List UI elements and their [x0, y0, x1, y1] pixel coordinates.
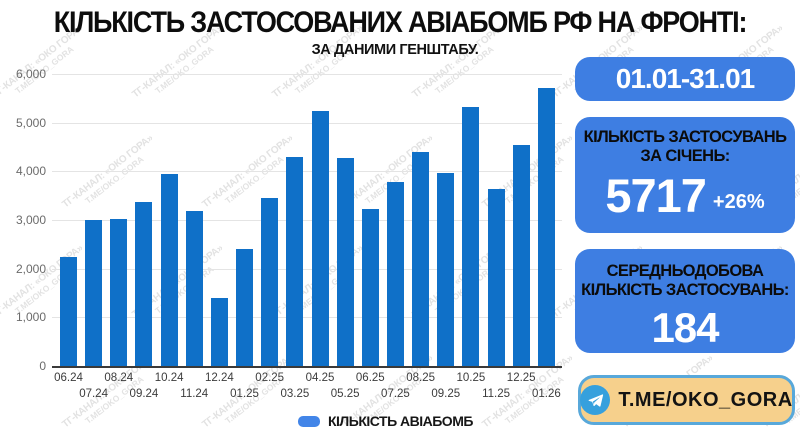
- legend-label: КІЛЬКІСТЬ АВІАБОМБ: [328, 413, 473, 429]
- month-total-heading: КІЛЬКІСТЬ ЗАСТОСУВАНЬ ЗА СІЧЕНЬ:: [583, 128, 787, 166]
- y-tick-label: 0: [39, 359, 46, 373]
- x-tick-label: 01.25: [230, 388, 259, 400]
- period-badge: 01.01-31.01: [575, 57, 795, 101]
- daily-average-card: СЕРЕДНЬОДОБОВА КІЛЬКІСТЬ ЗАСТОСУВАНЬ: 18…: [575, 249, 795, 353]
- x-tick-label: 03.25: [280, 388, 310, 400]
- bar-07.24: [85, 220, 103, 366]
- x-tick-label: 07.25: [381, 388, 410, 400]
- bar-09.24: [135, 202, 153, 366]
- gridline: [52, 74, 562, 75]
- y-tick-label: 6,000: [15, 67, 46, 81]
- bar-08.24: [110, 218, 128, 366]
- y-tick-label: 3,000: [15, 213, 46, 227]
- x-tick-label: 07.24: [79, 388, 109, 400]
- y-tick-label: 1,000: [15, 310, 46, 325]
- page-subtitle: ЗА ДАНИМИ ГЕНШТАБУ.: [311, 42, 479, 58]
- plot-area: [52, 74, 562, 368]
- bar-12.25: [512, 145, 530, 366]
- x-tick-label: 09.25: [431, 388, 461, 400]
- daily-average-heading: СЕРЕДНЬОДОБОВА КІЛЬКІСТЬ ЗАСТОСУВАНЬ:: [581, 262, 789, 300]
- x-tick-label: 06.25: [355, 372, 385, 384]
- x-tick-label: 06.24: [54, 372, 83, 384]
- telegram-button-label: T.ME/OKO_GORA: [618, 388, 793, 411]
- bar-12.24: [210, 297, 228, 366]
- bar-02.25: [261, 198, 279, 366]
- telegram-button[interactable]: T.ME/OKO_GORA: [578, 375, 795, 425]
- bar-06.25: [361, 209, 379, 366]
- x-tick-label: 08.24: [104, 372, 134, 384]
- x-tick-label: 01.26: [531, 388, 561, 400]
- chart-legend: КІЛЬКІСТЬ АВІАБОМБ: [298, 413, 473, 429]
- x-tick-label: 09.24: [129, 388, 159, 400]
- bar-01.26: [537, 87, 555, 366]
- x-tick-label: 11.25: [482, 388, 511, 400]
- gridline: [52, 122, 562, 124]
- y-tick-label: 2,000: [15, 261, 46, 276]
- x-tick-label: 05.25: [330, 388, 360, 400]
- bar-10.25: [462, 107, 480, 366]
- y-tick-label: 4,000: [15, 164, 46, 179]
- x-tick-label: 11.24: [180, 388, 209, 400]
- bar-01.25: [236, 249, 254, 366]
- gridline: [52, 220, 562, 221]
- bar-11.24: [185, 210, 203, 366]
- month-total-card: КІЛЬКІСТЬ ЗАСТОСУВАНЬ ЗА СІЧЕНЬ: 5717 +2…: [575, 117, 795, 233]
- bar-09.25: [437, 173, 455, 366]
- month-total-value: 5717: [605, 168, 707, 222]
- gridline: [52, 268, 562, 270]
- bar-04.25: [311, 110, 329, 366]
- x-tick-label: 12.24: [205, 372, 234, 384]
- x-tick-label: 02.25: [255, 372, 285, 384]
- y-tick-label: 5,000: [15, 115, 46, 130]
- daily-average-value: 184: [651, 303, 719, 351]
- x-tick-label: 08.25: [406, 372, 435, 384]
- gridline: [52, 171, 562, 173]
- bar-10.24: [160, 173, 178, 366]
- legend-swatch-icon: [298, 415, 320, 427]
- bar-08.25: [412, 151, 430, 366]
- bar-07.25: [386, 182, 404, 366]
- x-tick-label: 12.25: [506, 372, 536, 384]
- x-tick-label: 10.24: [154, 372, 184, 384]
- page-title: КІЛЬКІСТЬ ЗАСТОСОВАНИХ АВІАБОМБ РФ НА ФР…: [53, 6, 748, 39]
- x-tick-label: 04.25: [305, 372, 335, 384]
- bar-11.25: [487, 188, 505, 366]
- gridline: [52, 317, 562, 319]
- month-delta-badge: +26%: [712, 190, 765, 213]
- telegram-paper-plane-icon: [580, 385, 611, 415]
- bar-05.25: [336, 157, 354, 366]
- x-tick-label: 10.25: [456, 372, 486, 384]
- bar-06.24: [60, 256, 77, 366]
- bar-03.25: [286, 156, 304, 366]
